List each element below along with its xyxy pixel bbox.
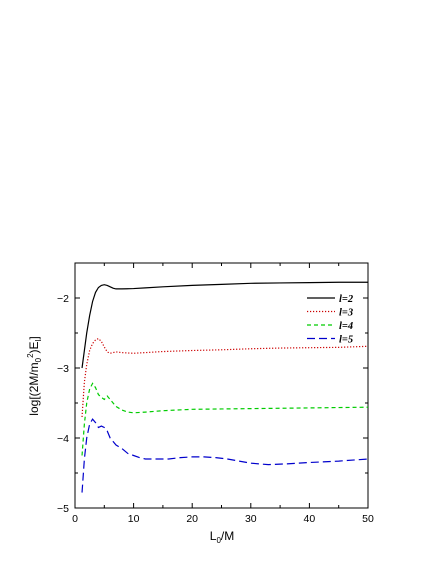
y-axis-label: log[(2M/m02)El] xyxy=(26,336,43,415)
legend-label: l=4 xyxy=(339,321,353,332)
legend-label: l=2 xyxy=(339,294,354,305)
x-tick-label: 40 xyxy=(304,513,316,525)
y-tick-label: −4 xyxy=(57,433,69,445)
plot-frame xyxy=(74,262,369,509)
series-line-l-5 xyxy=(81,418,369,493)
x-tick-label: 0 xyxy=(72,513,78,525)
y-tick-label: −3 xyxy=(57,363,69,375)
plot-area xyxy=(74,262,369,509)
y-tick-label: −5 xyxy=(57,503,69,515)
legend-label: l=5 xyxy=(339,335,353,346)
axis-ticks: 0 10 20 30 40 50 −5 −4 −3 −2 xyxy=(57,263,374,525)
x-tick-label: 10 xyxy=(128,513,140,525)
x-tick-label: 50 xyxy=(362,513,374,525)
series-lines xyxy=(81,281,369,493)
legend: l=2 l=3 l=4 l=5 xyxy=(307,294,354,346)
series-line-l-4 xyxy=(81,382,369,456)
x-tick-label: 30 xyxy=(245,513,257,525)
series-line-l-3 xyxy=(81,337,369,418)
y-tick-label: −2 xyxy=(57,293,69,305)
series-line-l-2 xyxy=(81,281,368,369)
legend-label: l=3 xyxy=(339,308,353,319)
x-tick-label: 20 xyxy=(186,513,198,525)
x-axis-label: L0/M xyxy=(210,529,234,545)
